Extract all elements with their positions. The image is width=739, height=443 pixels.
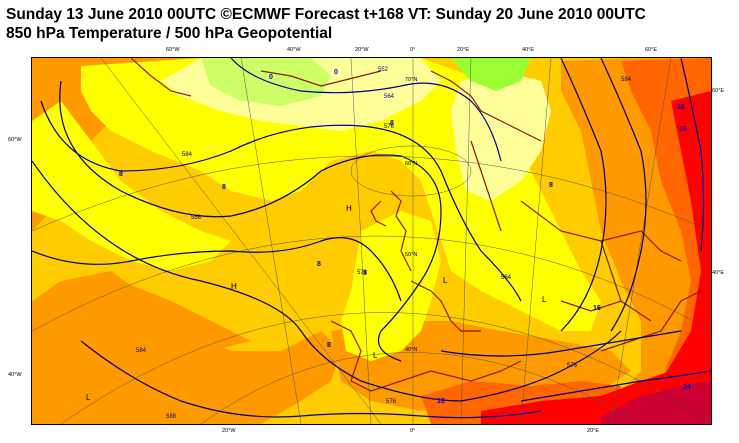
right-label-40e: 40°E	[712, 270, 724, 276]
left-label-40w: 40°W	[8, 372, 22, 378]
lon-label-20w: 20°W	[355, 47, 369, 53]
low-centre: L	[373, 351, 378, 360]
low-centre: L	[542, 295, 547, 304]
contour-value-labels: 552 564 576 584 588 576 584 576 576 584 …	[136, 67, 632, 420]
isotherm-label: 16	[593, 305, 601, 312]
chart-subtitle: 850 hPa Temperature / 500 hPa Geopotenti…	[6, 25, 333, 42]
red-region-east	[651, 91, 711, 424]
map-frame: 552 564 576 584 588 576 584 576 576 584 …	[31, 57, 712, 425]
isotherm-label: 16	[679, 126, 687, 133]
bottom-lon-label-20e: 20°E	[587, 428, 599, 434]
inner-lat-labels: 70°N 60°N 50°N 40°N	[405, 77, 417, 353]
isotherm-label: 8	[549, 182, 553, 189]
lon-label-20e: 20°E	[457, 47, 469, 53]
contour-east-1	[560, 58, 607, 332]
isotherm-label: 8	[317, 261, 321, 268]
contour-584	[32, 160, 622, 402]
lon-label-60w: 60°W	[166, 47, 180, 53]
lat-label-60n: 60°N	[405, 161, 417, 167]
lon-label-40e: 40°E	[522, 47, 534, 53]
contour-label: 552	[378, 67, 389, 73]
isotherm-label: 0	[269, 74, 273, 81]
weather-map: 552 564 576 584 588 576 584 576 576 584 …	[32, 58, 711, 424]
isotherm-label: 24	[683, 384, 691, 391]
high-centre: H	[231, 282, 237, 291]
contour-label: 584	[501, 275, 512, 281]
isotherm-label: 16	[437, 398, 445, 405]
contour-east-2	[600, 58, 647, 332]
contour-label: 588	[191, 215, 202, 221]
lon-label-0: 0°	[410, 47, 416, 53]
contour-564	[40, 100, 522, 302]
isotherm-label: 8	[363, 270, 367, 277]
contour-label: 576	[567, 363, 578, 369]
lat-label-70n: 70°N	[405, 77, 417, 83]
low-centre: L	[86, 393, 91, 402]
dark-red-region	[601, 381, 711, 424]
graticule	[32, 58, 711, 424]
contour-east-3	[680, 58, 705, 252]
geopotential-contours	[32, 58, 711, 419]
high-centre: H	[346, 204, 352, 213]
contour-label: 584	[621, 77, 632, 83]
isotherm-label: 16	[677, 104, 685, 111]
light-yellow-region-greenland	[331, 61, 421, 111]
contour-africa	[520, 370, 711, 402]
contour-576b	[32, 237, 402, 302]
orange-region-mid	[121, 281, 251, 351]
lat-label-40n: 40°N	[405, 347, 417, 353]
contour-label: 588	[166, 414, 177, 420]
right-label-60e: 60°E	[712, 88, 724, 94]
contour-label: 584	[182, 152, 193, 158]
isotherm-label: 8	[222, 184, 226, 191]
isotherm-label: 8	[327, 342, 331, 349]
contour-med	[440, 330, 682, 357]
lon-label-40w: 40°W	[287, 47, 301, 53]
bottom-lon-label-20w: 20°W	[222, 428, 236, 434]
orange-region-southwest	[32, 271, 341, 424]
contour-label: 576	[384, 124, 395, 130]
lon-label-60e: 60°E	[645, 47, 657, 53]
isotherm-labels: 0 0 8 8 8 8 8 8 8 16 16 16 24 16	[119, 69, 691, 405]
left-label-60w: 60°W	[8, 137, 22, 143]
contour-label: 564	[384, 94, 395, 100]
orange-region-west	[32, 58, 211, 231]
yellow-region-west-atlantic	[32, 101, 231, 271]
pressure-centres: H H L L L L	[86, 204, 547, 402]
bottom-lon-label-0: 0°	[410, 428, 416, 434]
isotherm-label: 8	[390, 120, 394, 127]
contour-588	[80, 340, 542, 419]
low-centre: L	[443, 276, 448, 285]
light-green-region	[201, 58, 331, 106]
contour-576a	[59, 80, 442, 362]
yellow-region-trough	[341, 211, 441, 361]
contour-label: 576	[386, 399, 397, 405]
isotherm-label: 0	[334, 69, 338, 76]
contour-552	[230, 58, 502, 162]
isotherm-label: 8	[119, 171, 123, 178]
coastlines	[130, 58, 702, 392]
contour-label: 576	[357, 270, 368, 276]
chart-title: Sunday 13 June 2010 00UTC ©ECMWF Forecas…	[6, 6, 646, 23]
contour-label: 584	[136, 348, 147, 354]
lat-label-50n: 50°N	[405, 252, 417, 258]
